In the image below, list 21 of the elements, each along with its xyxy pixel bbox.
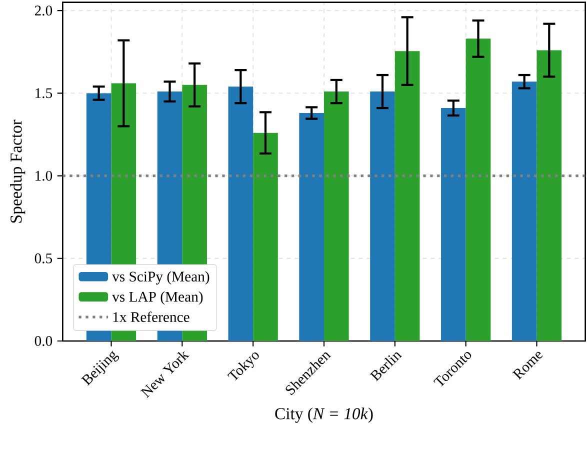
- x-tick-label: New York: [140, 351, 190, 398]
- y-tick-label: 0.5: [34, 253, 52, 264]
- bar: [441, 108, 466, 341]
- bar: [228, 86, 254, 341]
- bar: [370, 92, 395, 341]
- legend-label: vs SciPy (Mean): [112, 271, 210, 285]
- legend-label: vs LAP (Mean): [112, 291, 203, 305]
- bar: [536, 50, 562, 341]
- bar: [324, 92, 349, 341]
- bar: [299, 113, 324, 341]
- legend-label: 1x Reference: [113, 312, 190, 322]
- y-tick-label: 1.0: [36, 170, 52, 181]
- bar: [253, 132, 278, 341]
- y-tick-label: 2.0: [34, 6, 52, 16]
- bar: [466, 38, 491, 341]
- bar: [512, 82, 537, 341]
- x-axis-title: City (N = 10k): [275, 408, 373, 423]
- y-tick-label: 0.0: [34, 336, 52, 346]
- bar: [394, 51, 420, 341]
- y-axis-title: Speedup Factor: [10, 120, 26, 223]
- y-tick-label: 1.5: [36, 88, 52, 98]
